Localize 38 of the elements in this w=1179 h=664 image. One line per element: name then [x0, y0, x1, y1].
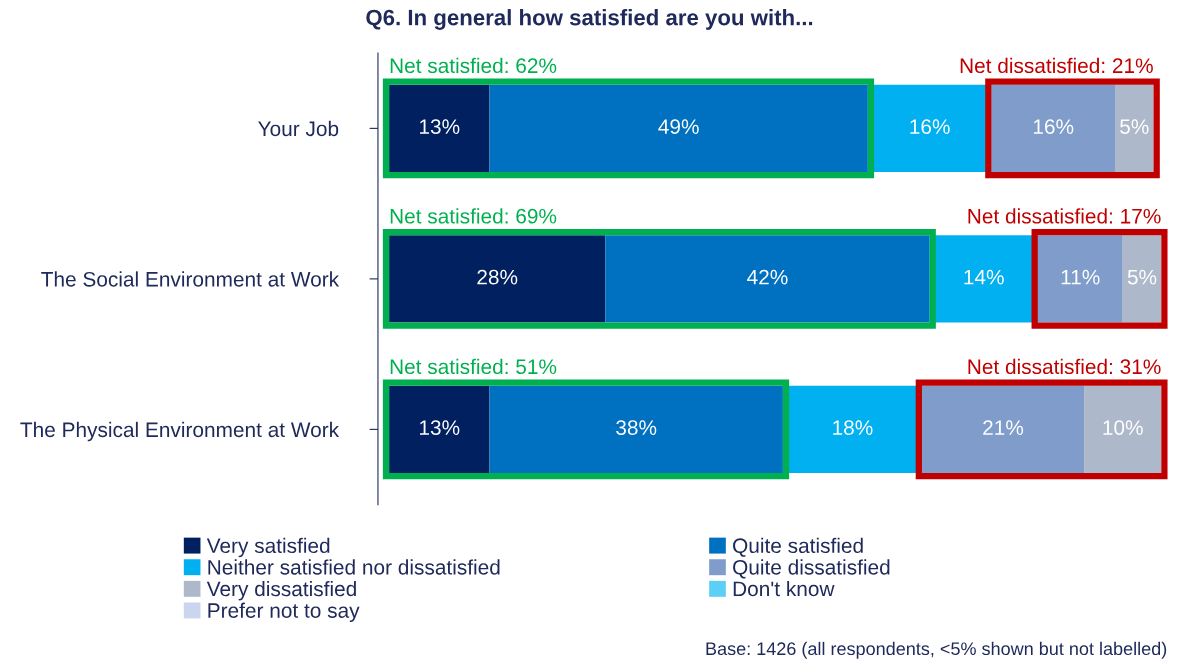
bar [389, 84, 490, 173]
annotation: Net dissatisfied: 17% [968, 208, 1161, 224]
data-label: 16% [910, 119, 950, 134]
legend-label: Neither satisfied nor dissatisfied [208, 559, 500, 575]
data-label: 16% [1033, 119, 1074, 134]
data-label: 42% [747, 269, 788, 285]
legend-label: Don't know [733, 580, 835, 597]
legend-label: Very dissatisfied [206, 580, 356, 601]
legend-label: Prefer not to say [208, 602, 360, 623]
annotation: Net dissatisfied: 31% [968, 358, 1161, 375]
y-tick-label: Your Job [258, 120, 339, 137]
annotation: Net satisfied: 51% [390, 358, 557, 375]
data-label: 13% [420, 420, 460, 435]
legend-label: Quite dissatisfied [733, 559, 890, 579]
annotation: Net satisfied: 62% [390, 57, 557, 74]
annotation: Net satisfied: 69% [390, 208, 557, 224]
data-label: 21% [983, 420, 1024, 435]
data-label: 38% [616, 420, 657, 435]
bar [1122, 235, 1162, 323]
bar [1114, 84, 1154, 173]
bar [1084, 385, 1162, 474]
annotation: Net dissatisfied: 21% [960, 57, 1153, 74]
y-tick-label: The Physical Environment at Work [20, 421, 340, 442]
data-label: 14% [964, 269, 1004, 285]
legend-label: Quite satisfied [733, 537, 863, 557]
data-label: 11% [1061, 269, 1100, 285]
chart-title: Q6. In general how satisfied are you with... [366, 9, 813, 30]
text: Base: 1426 (all respondents, <5% shown but not labelled) [706, 641, 1167, 659]
data-label: 10% [1103, 420, 1143, 435]
data-label: 49% [658, 119, 699, 134]
y-tick-label: The Social Environment at Work [41, 271, 340, 287]
data-label: 5% [1120, 119, 1149, 134]
data-label: 13% [420, 119, 460, 134]
data-label: 28% [477, 269, 518, 285]
bar [389, 385, 490, 474]
legend-label: Very satisfied [206, 537, 330, 558]
data-label: 18% [833, 420, 873, 435]
data-label: 5% [1127, 269, 1157, 285]
